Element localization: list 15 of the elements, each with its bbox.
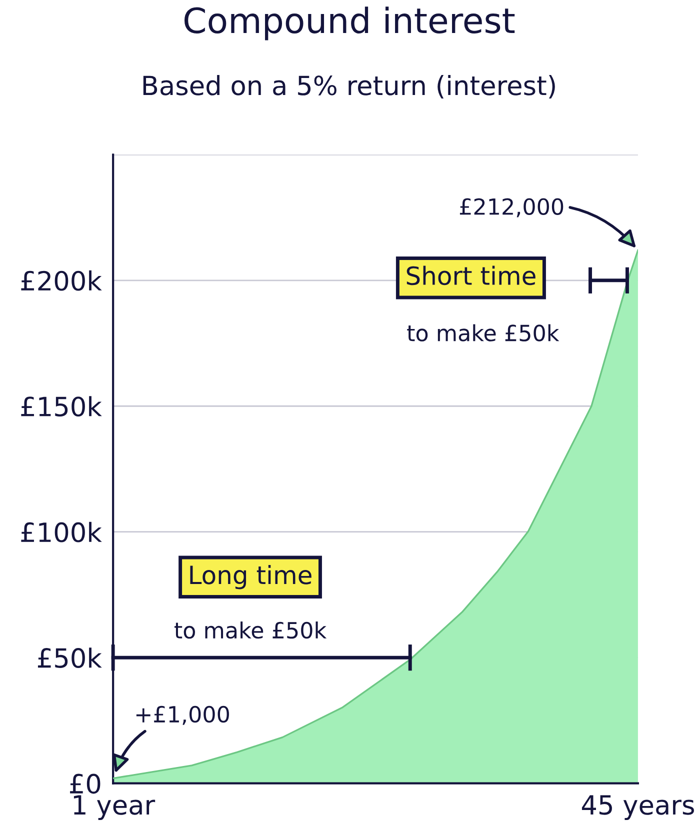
annotation: Long time	[190, 565, 312, 590]
annotation: +£1,000	[136, 706, 229, 725]
x-tick-label: 45 years	[582, 795, 694, 820]
y-tick-label: £0	[70, 774, 100, 794]
y-tick-label: £200k	[21, 270, 102, 291]
y-tick-label: £150k	[21, 396, 102, 417]
y-tick-label: £100k	[21, 522, 102, 542]
annotation: £212,000	[460, 198, 564, 218]
annotation: to make £50k	[174, 621, 327, 639]
chart-subtitle: Based on a 5% return (interest)	[143, 75, 555, 99]
annotation: to make £50k	[407, 324, 560, 342]
annotation: Short time	[406, 266, 536, 286]
y-tick-label: £50k	[38, 648, 102, 668]
x-tick-label: 1 year	[74, 795, 156, 820]
chart-title: Compound interest	[184, 6, 515, 40]
